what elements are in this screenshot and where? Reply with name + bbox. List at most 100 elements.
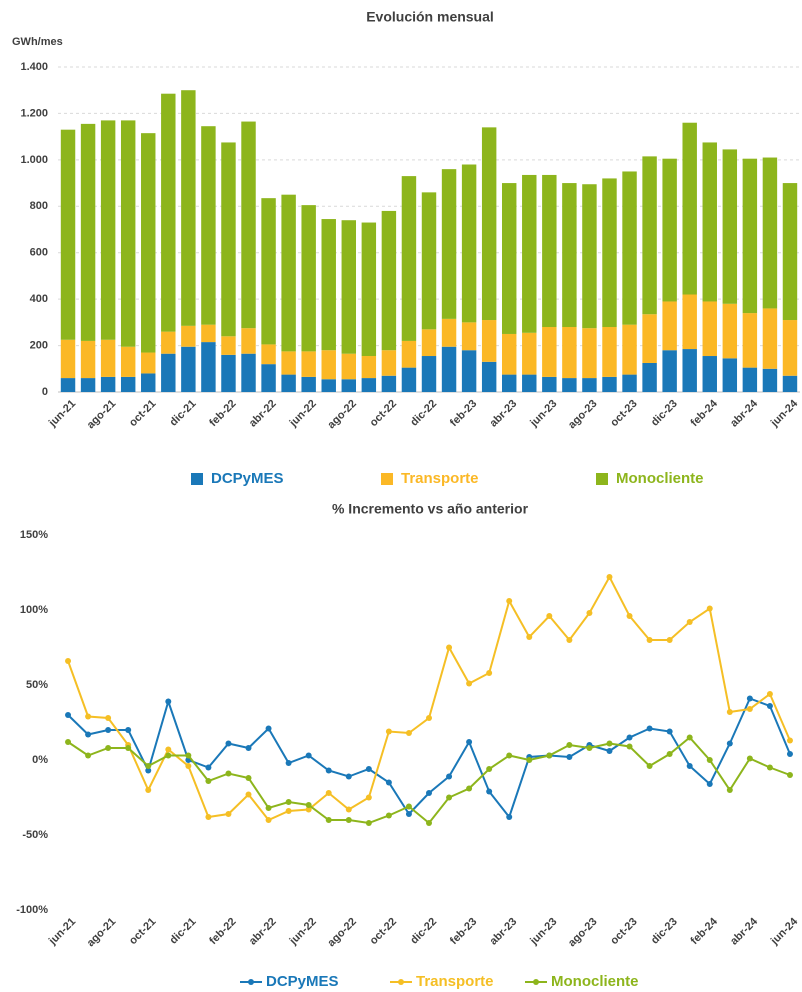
point [285, 808, 292, 814]
bar-segment [141, 352, 156, 374]
bar-segment [441, 169, 457, 319]
bar-segment [100, 376, 116, 392]
point [566, 754, 573, 760]
bar-segment [120, 376, 136, 392]
legend-label: Monocliente [551, 973, 639, 990]
bar-segment [181, 90, 196, 326]
point [225, 811, 232, 817]
legend-label: Monocliente [616, 470, 704, 487]
point [385, 812, 392, 819]
bar-segment [562, 183, 577, 327]
bar-segment [221, 354, 236, 392]
bar-segment [321, 219, 336, 351]
point [446, 644, 453, 651]
bar-segment [501, 374, 517, 392]
bar-segment [522, 332, 537, 375]
bar-segment [161, 93, 176, 332]
x-tick-label: abr-23 [488, 916, 520, 948]
bar-segment [542, 376, 557, 392]
bar-segment [181, 346, 196, 392]
point [165, 752, 172, 759]
bar-segment [682, 294, 697, 350]
bar-segment [341, 220, 357, 354]
point [666, 728, 673, 735]
bar-segment [221, 336, 236, 355]
bar-segment [281, 374, 296, 392]
bar-segment [241, 353, 256, 392]
point [405, 811, 412, 817]
point [666, 637, 673, 643]
x-tick-label: feb-23 [448, 916, 479, 947]
x-tick-label: oct-22 [368, 398, 399, 429]
bar-segment [461, 350, 477, 392]
bar-segment [702, 356, 717, 392]
bar-segment [60, 339, 76, 379]
x-tick-label: jun-21 [46, 398, 78, 430]
point [766, 703, 773, 709]
point [85, 752, 92, 759]
bar-segment [461, 322, 477, 351]
point [385, 779, 392, 786]
bar-segment [120, 346, 136, 377]
point [546, 752, 553, 759]
bar-segment [642, 362, 657, 392]
legend-swatch [596, 473, 608, 485]
x-tick-label: feb-22 [207, 916, 238, 947]
x-tick-label: oct-23 [608, 916, 639, 947]
point [666, 751, 673, 757]
bar-segment [742, 158, 758, 314]
x-tick-label: abr-24 [728, 915, 760, 947]
point [325, 790, 332, 796]
point [446, 773, 453, 780]
bar-segment [141, 133, 156, 353]
point [185, 752, 192, 759]
legend-swatch [398, 979, 404, 985]
point [385, 728, 392, 735]
bar-segment [221, 142, 236, 337]
point [746, 706, 753, 712]
point [486, 670, 493, 676]
bar-segment [261, 344, 276, 365]
point [265, 725, 272, 732]
x-tick-label: jun-23 [527, 398, 559, 430]
legend-swatch [381, 473, 393, 485]
line [67, 574, 791, 822]
bar-segment [341, 353, 357, 380]
point [766, 691, 773, 697]
bar-segment [361, 222, 377, 357]
bar-segment [100, 120, 116, 340]
bar-segment [401, 176, 417, 341]
x-tick-label: feb-23 [448, 398, 479, 429]
point [686, 763, 693, 769]
bar-segment [622, 171, 637, 325]
y-tick-label: 400 [30, 293, 48, 305]
point [125, 745, 132, 751]
bar-segment [421, 192, 437, 330]
bar-segment [301, 376, 316, 392]
point [65, 712, 72, 718]
x-tick-label: oct-23 [608, 398, 639, 429]
legend-label: DCPyMES [211, 470, 284, 487]
point [365, 766, 372, 772]
point [245, 775, 252, 781]
bar-segment [722, 303, 738, 359]
point [305, 752, 312, 759]
point [426, 715, 432, 721]
point [285, 760, 292, 766]
x-tick-label: ago-23 [566, 398, 600, 432]
bar-segment [562, 378, 577, 392]
bar-segment [602, 327, 617, 377]
chart-title: % Incremento vs año anterior [332, 501, 529, 517]
bar-segment [60, 129, 76, 340]
point [646, 637, 653, 643]
bar-segment [662, 301, 677, 351]
point [646, 725, 653, 732]
x-tick-label: oct-22 [368, 916, 399, 947]
legend-label: Transporte [416, 973, 494, 990]
point [325, 767, 332, 774]
bar-segment [722, 358, 738, 392]
point [626, 743, 633, 750]
x-tick-label: dic-23 [649, 398, 680, 429]
point [426, 790, 432, 796]
point [606, 748, 613, 754]
